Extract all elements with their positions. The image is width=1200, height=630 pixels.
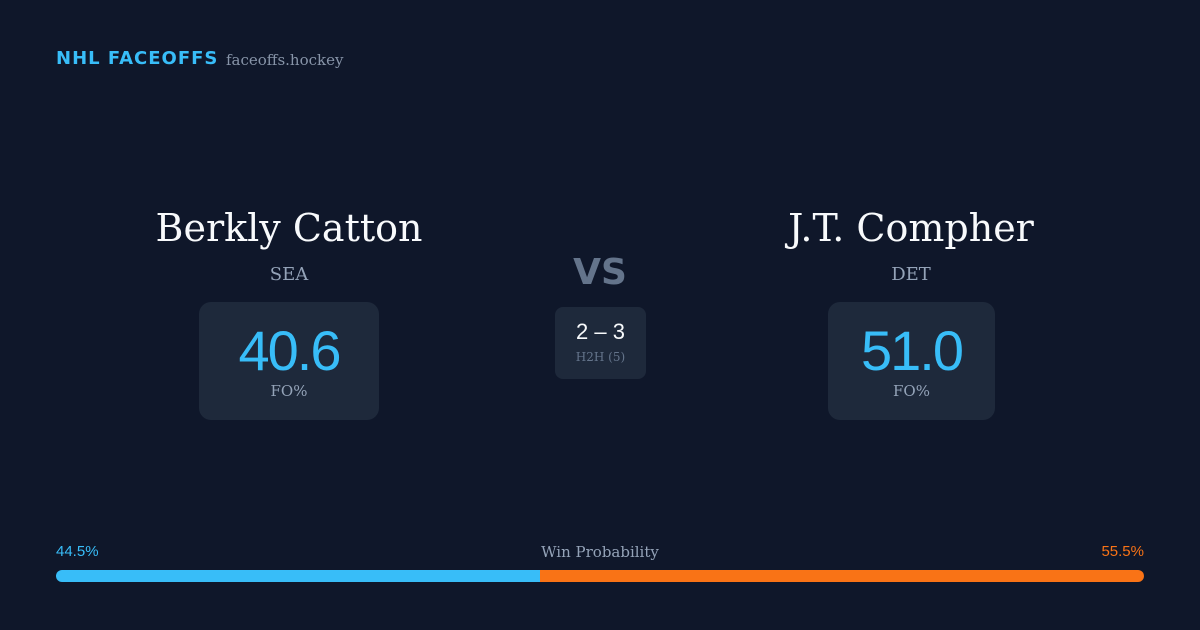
site: faceoffs.hockey [226, 51, 344, 69]
fo-label: FO% [270, 382, 308, 400]
team: SEA [269, 264, 309, 285]
vs: VS [573, 252, 627, 293]
win-prob-segment [540, 570, 1144, 582]
stat-box: 40.6 FO% [199, 302, 379, 420]
win-prob-title: Win Probability [541, 543, 659, 561]
fo-pct: 51.0 [861, 319, 964, 382]
win-prob-segment [56, 570, 541, 582]
player-name: Berkly Catton [155, 206, 423, 250]
win-prob-right: 55.5% [1101, 543, 1144, 560]
fo-pct: 40.6 [238, 319, 342, 382]
team: DET [891, 264, 931, 285]
player-name: J.T. Compher [788, 206, 1034, 250]
fo-label: FO% [893, 382, 930, 400]
brand: NHL FACEOFFS [56, 48, 219, 69]
win-prob-bar [56, 570, 1144, 582]
h2h-score: 2 – 3 [576, 319, 625, 344]
win-prob-left: 44.5% [56, 543, 99, 560]
stat-box: 51.0 FO% [828, 302, 995, 420]
h2h-label: H2H (5) [575, 350, 626, 364]
h2h-box: 2 – 3 H2H (5) [555, 307, 646, 379]
